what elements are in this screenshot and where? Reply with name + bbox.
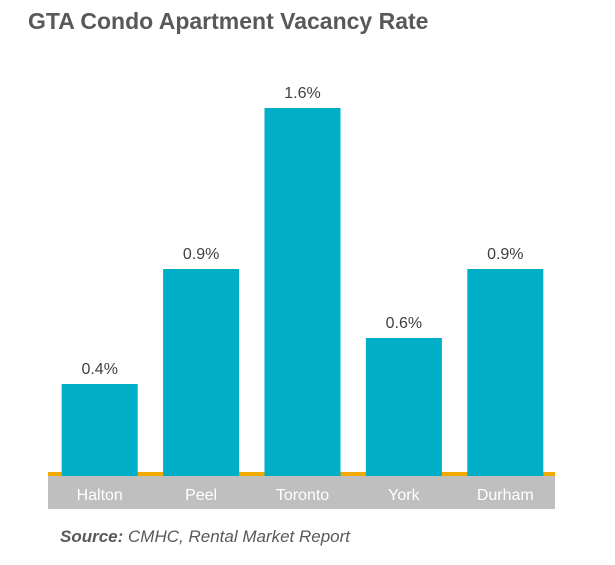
data-label: 1.6% bbox=[284, 85, 320, 102]
x-axis-band bbox=[48, 476, 555, 509]
data-label: 0.4% bbox=[81, 361, 117, 378]
source-text: CMHC, Rental Market Report bbox=[123, 527, 351, 546]
bar-york bbox=[365, 338, 442, 476]
data-label: 0.6% bbox=[386, 315, 422, 332]
bar-durham bbox=[467, 269, 544, 476]
x-tick-label: Durham bbox=[477, 487, 534, 504]
x-tick-label: Peel bbox=[185, 487, 217, 504]
x-tick-label: Halton bbox=[77, 487, 123, 504]
bar-peel bbox=[163, 269, 240, 476]
bar-chart: 0.4% Halton 0.9% Peel 1.6% Toronto 0.6% York 0.9… bbox=[48, 85, 555, 509]
data-label: 0.9% bbox=[183, 246, 219, 263]
x-tick-label: York bbox=[388, 487, 420, 504]
bar-halton bbox=[61, 384, 138, 476]
chart-title: GTA Condo Apartment Vacancy Rate bbox=[28, 8, 429, 34]
x-tick-label: Toronto bbox=[276, 487, 329, 504]
source-note: Source: CMHC, Rental Market Report bbox=[60, 527, 350, 547]
data-label: 0.9% bbox=[487, 246, 523, 263]
bar-toronto bbox=[264, 108, 341, 476]
source-label: Source: bbox=[60, 527, 124, 546]
